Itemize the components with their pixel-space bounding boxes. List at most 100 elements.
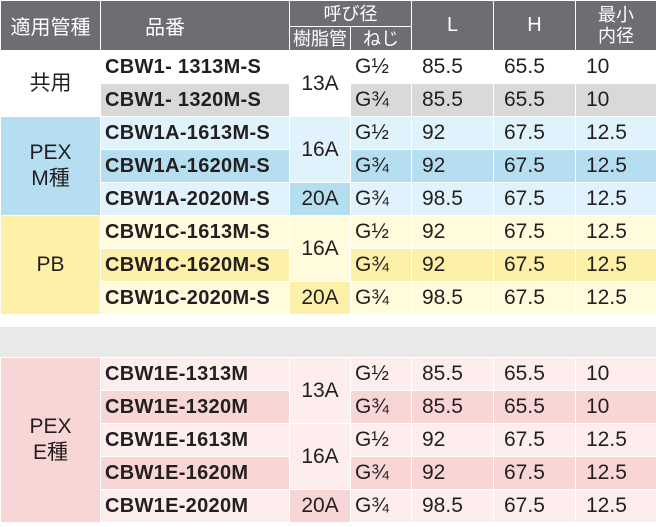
cell-l: 92 (411, 248, 494, 282)
cell-d: 12.5 (575, 423, 656, 457)
cell-l: 85.5 (411, 83, 494, 117)
header-nominal-size: 呼び径 (289, 0, 412, 27)
group-pex-m: PEX M種 CBW1A-1613M-S 16A G½ 92 67.5 12.5 CBW1A-1… (0, 116, 656, 216)
part-number-cell: CBW1- 1320M-S (100, 83, 290, 117)
resin-pipe-size-cell: 16A (289, 215, 351, 282)
resin-pipe-size-cell: 20A (289, 182, 351, 216)
table-row: CBW1- 1320M-S G¾ 85.5 65.5 10 (1, 83, 656, 117)
header-min-bore: 最小 内径 (575, 0, 656, 51)
part-number-cell: CBW1- 1313M-S (100, 50, 290, 84)
cell-thread: G¾ (350, 83, 412, 117)
part-number-cell: CBW1A-1613M-S (100, 116, 290, 150)
cell-l: 85.5 (411, 50, 494, 84)
table-row: CBW1E-1320M G¾ 85.5 65.5 10 (1, 390, 656, 424)
table-row: 共用 CBW1- 1313M-S 13A G½ 85.5 65.5 10 (0, 50, 656, 117)
spec-table-upper: 適用管種 品番 呼び径 L H 最小 内径 樹脂管 ねじ 共用 CBW1- 131… (0, 0, 656, 315)
resin-pipe-size-cell: 20A (289, 281, 351, 315)
group-pex-e: PEX E種 CBW1E-1313M 13A G½ 85.5 65.5 10 CBW1E-132… (0, 357, 656, 523)
part-number-cell: CBW1A-1620M-S (100, 149, 290, 183)
cell-h: 65.5 (493, 83, 576, 117)
cell-h: 67.5 (493, 149, 576, 183)
table-row: CBW1A-1620M-S G¾ 92 67.5 12.5 (1, 149, 656, 183)
part-number-cell: CBW1E-1613M (100, 423, 290, 457)
cell-h: 67.5 (493, 182, 576, 216)
part-number-cell: CBW1E-2020M (100, 489, 290, 523)
header-min-bore-line2: 内径 (598, 25, 634, 46)
table-row: PEX M種 CBW1A-1613M-S 16A G½ 92 67.5 12.5 (0, 116, 656, 216)
cell-thread: G¾ (350, 149, 412, 183)
table-row: CBW1C-2020M-S 20A G¾ 98.5 67.5 12.5 (1, 281, 656, 315)
pipe-category-cell: PEX M種 (0, 116, 101, 216)
pipe-category-line: E種 (32, 441, 68, 464)
header-pipe-type: 適用管種 (0, 0, 101, 51)
cell-d: 10 (575, 83, 656, 117)
resin-pipe-size-cell: 16A (289, 423, 351, 490)
cell-d: 12.5 (575, 456, 656, 490)
cell-l: 85.5 (411, 390, 494, 424)
group-common: 共用 CBW1- 1313M-S 13A G½ 85.5 65.5 10 CBW1- 1320… (0, 50, 656, 117)
cell-h: 67.5 (493, 489, 576, 523)
cell-thread: G½ (350, 215, 412, 249)
table-row: PB CBW1C-1613M-S 16A G½ 92 67.5 12.5 (0, 215, 656, 315)
cell-thread: G¾ (350, 248, 412, 282)
cell-l: 85.5 (411, 357, 494, 391)
cell-thread: G¾ (350, 456, 412, 490)
cell-thread: G¾ (350, 489, 412, 523)
cell-l: 92 (411, 423, 494, 457)
cell-h: 67.5 (493, 281, 576, 315)
part-number-cell: CBW1C-2020M-S (100, 281, 290, 315)
pipe-category-line: PB (36, 253, 65, 276)
cell-d: 12.5 (575, 248, 656, 282)
pipe-category-cell: PEX E種 (0, 357, 101, 523)
part-number-cell: CBW1E-1313M (100, 357, 290, 391)
cell-thread: G½ (350, 50, 412, 84)
header-resin-pipe: 樹脂管 (289, 26, 351, 51)
group-pb: PB CBW1C-1613M-S 16A G½ 92 67.5 12.5 CBW1C-1620… (0, 215, 656, 315)
resin-pipe-size-cell: 20A (289, 489, 351, 523)
header-min-bore-line1: 最小 (598, 4, 634, 25)
cell-thread: G¾ (350, 281, 412, 315)
cell-l: 98.5 (411, 281, 494, 315)
header-screw: ねじ (350, 26, 412, 51)
cell-d: 12.5 (575, 116, 656, 150)
cell-d: 12.5 (575, 215, 656, 249)
part-number-cell: CBW1A-2020M-S (100, 182, 290, 216)
resin-pipe-size-cell: 16A (289, 116, 351, 183)
cell-l: 92 (411, 116, 494, 150)
pipe-category-line: PEX (29, 415, 72, 438)
cell-h: 65.5 (493, 357, 576, 391)
cell-thread: G¾ (350, 182, 412, 216)
resin-pipe-size-cell: 13A (289, 50, 351, 117)
cell-thread: G½ (350, 357, 412, 391)
cell-d: 12.5 (575, 489, 656, 523)
cell-h: 67.5 (493, 456, 576, 490)
resin-pipe-size-cell: 13A (289, 357, 351, 424)
pipe-category-cell: PB (0, 215, 101, 315)
cell-d: 10 (575, 50, 656, 84)
header-part-no: 品番 (100, 0, 290, 51)
cell-h: 67.5 (493, 248, 576, 282)
cell-thread: G¾ (350, 390, 412, 424)
pipe-category-line: 共用 (29, 71, 72, 95)
cell-d: 12.5 (575, 281, 656, 315)
part-number-cell: CBW1C-1620M-S (100, 248, 290, 282)
table-row: CBW1A-2020M-S 20A G¾ 98.5 67.5 12.5 (1, 182, 656, 216)
part-number-cell: CBW1E-1620M (100, 456, 290, 490)
cell-l: 92 (411, 456, 494, 490)
group-separator (0, 327, 656, 357)
header-h: H (493, 0, 576, 51)
cell-h: 65.5 (493, 390, 576, 424)
cell-h: 67.5 (493, 116, 576, 150)
table-row: CBW1E-1613M 16A G½ 92 67.5 12.5 (1, 423, 656, 490)
part-number-cell: CBW1E-1320M (100, 390, 290, 424)
cell-d: 10 (575, 357, 656, 391)
pipe-category-line: PEX (29, 141, 72, 164)
cell-l: 98.5 (411, 182, 494, 216)
part-number-cell: CBW1C-1613M-S (100, 215, 290, 249)
cell-l: 92 (411, 215, 494, 249)
cell-thread: G½ (350, 116, 412, 150)
cell-h: 65.5 (493, 50, 576, 84)
cell-h: 67.5 (493, 215, 576, 249)
cell-thread: G½ (350, 423, 412, 457)
pipe-category-cell: 共用 (0, 50, 101, 117)
